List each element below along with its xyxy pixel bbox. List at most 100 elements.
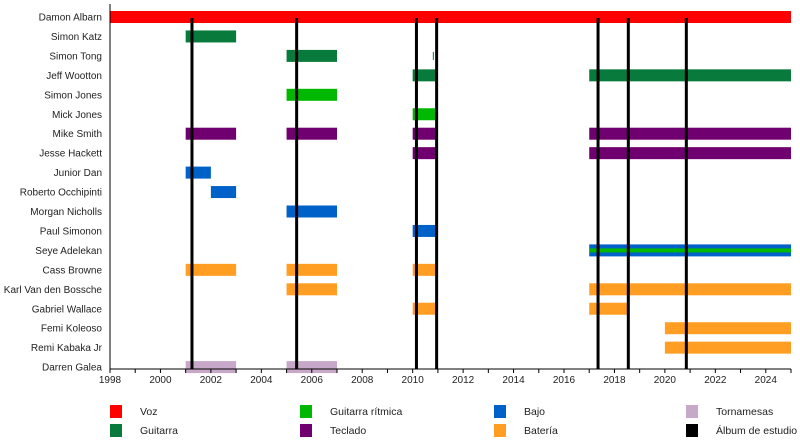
x-tick-label: 2014: [502, 375, 525, 386]
x-tick-label: 2004: [250, 375, 273, 386]
bar-guitarra: [412, 69, 438, 82]
legend-swatch: [494, 405, 506, 418]
legend-label: Tornamesas: [716, 405, 774, 418]
legend-item-guitarra: Guitarra: [110, 424, 178, 437]
album-line: [596, 18, 600, 369]
bar-bateria: [664, 322, 791, 335]
legend-item-album: Álbum de estudio: [686, 424, 797, 437]
member-label: Simon Katz: [51, 32, 102, 43]
member-label: Jesse Hackett: [39, 149, 102, 160]
bar-teclado: [589, 127, 791, 140]
album-lines: [190, 18, 688, 369]
bar-bateria: [412, 263, 438, 276]
legend-swatch: [300, 405, 312, 418]
bar-guitarra: [286, 49, 337, 62]
x-tick-label: 2016: [553, 375, 576, 386]
legend-swatch: [686, 424, 698, 437]
bar-guitarra: [432, 51, 434, 60]
album-line: [626, 18, 630, 369]
legend-label: Guitarra: [140, 424, 178, 437]
legend-label: Guitarra rítmica: [330, 405, 403, 418]
timeline-chart: Damon Albarn Simon Katz Simon Tong Jeff Woo…: [4, 4, 792, 386]
bar-bajo: [286, 205, 337, 218]
x-axis: 1998 2000 2002 2004 2006 2008 2010 2012 2014 2016…: [99, 4, 792, 386]
member-label: Karl Van den Bossche: [4, 285, 103, 296]
legend-label: Teclado: [330, 424, 367, 437]
member-label: Simon Tong: [49, 51, 102, 62]
bar-teclado: [412, 147, 438, 160]
bar-bateria: [286, 283, 337, 296]
member-label: Femi Koleoso: [41, 324, 103, 335]
bar-bateria: [286, 263, 337, 276]
x-tick-label: 2006: [301, 375, 324, 386]
bar-bateria: [589, 302, 630, 315]
x-tick-label: 2022: [704, 375, 727, 386]
bar-voz: [110, 11, 791, 23]
x-tick-label: 2002: [200, 375, 223, 386]
legend: Voz Guitarra Guitarra rítmica Teclado Bajo Ba…: [0, 405, 800, 445]
legend-item-bateria: Batería: [494, 424, 558, 437]
legend-label: Álbum de estudio: [716, 424, 798, 437]
bar-bateria: [412, 302, 438, 315]
member-label: Simon Jones: [44, 90, 102, 101]
legend-item-tornamesas: Tornamesas: [686, 405, 773, 418]
legend-label: Voz: [140, 405, 158, 418]
member-label: Damon Albarn: [39, 13, 102, 24]
album-line: [684, 18, 688, 369]
bar-guitarra: [589, 69, 791, 82]
x-tick-label: 2018: [603, 375, 626, 386]
legend-item-voz: Voz: [110, 405, 158, 418]
bar-bateria: [589, 283, 791, 296]
bar-guitarra_ritmica: [412, 108, 438, 121]
album-line: [435, 18, 439, 369]
member-label: Remi Kabaka Jr: [31, 343, 103, 354]
legend-item-guitarra_ritmica: Guitarra rítmica: [300, 405, 402, 418]
bar-tornamesas: [185, 361, 237, 374]
x-tick-label: 1998: [99, 375, 122, 386]
legend-label: Bajo: [524, 405, 546, 418]
member-label: Darren Galea: [42, 363, 102, 374]
bar-bateria: [664, 341, 791, 354]
member-label: Gabriel Wallace: [32, 304, 103, 315]
bar-teclado: [185, 127, 237, 140]
member-label: Morgan Nicholls: [30, 207, 102, 218]
album-line: [190, 18, 194, 369]
bar-stripe-guitarra_ritmica: [589, 248, 791, 253]
bar-bajo: [210, 186, 237, 199]
member-label: Roberto Occhipinti: [20, 188, 102, 199]
bar-bajo: [412, 224, 438, 237]
member-label: Cass Browne: [43, 265, 103, 276]
member-bars: [110, 11, 791, 374]
legend-label: Batería: [524, 424, 558, 437]
album-line: [414, 18, 418, 369]
bar-tornamesas: [286, 361, 337, 374]
member-label: Mike Smith: [53, 129, 102, 140]
legend-swatch: [300, 424, 312, 437]
x-tick-label: 2012: [452, 375, 475, 386]
bar-teclado: [589, 147, 791, 160]
member-labels: Damon Albarn Simon Katz Simon Tong Jeff Woo…: [4, 13, 103, 374]
member-label: Paul Simonon: [40, 226, 102, 237]
bar-teclado: [412, 127, 438, 140]
bar-guitarra: [185, 30, 237, 43]
member-label: Seye Adelekan: [35, 246, 102, 257]
album-line: [295, 18, 299, 369]
member-label: Mick Jones: [52, 110, 102, 121]
legend-swatch: [494, 424, 506, 437]
bar-bateria: [185, 263, 237, 276]
x-tick-label: 2000: [149, 375, 172, 386]
legend-item-teclado: Teclado: [300, 424, 366, 437]
x-tick-label: 2024: [755, 375, 778, 386]
x-tick-label: 2008: [351, 375, 374, 386]
legend-item-bajo: Bajo: [494, 405, 545, 418]
member-label: Junior Dan: [54, 168, 102, 179]
legend-swatch: [110, 405, 122, 418]
bar-bajo: [185, 166, 211, 179]
legend-swatch: [686, 405, 698, 418]
bar-guitarra_ritmica: [286, 88, 337, 101]
x-tick-label: 2010: [402, 375, 425, 386]
x-tick-label: 2020: [654, 375, 677, 386]
member-label: Jeff Wootton: [46, 71, 102, 82]
legend-swatch: [110, 424, 122, 437]
bar-teclado: [286, 127, 337, 140]
